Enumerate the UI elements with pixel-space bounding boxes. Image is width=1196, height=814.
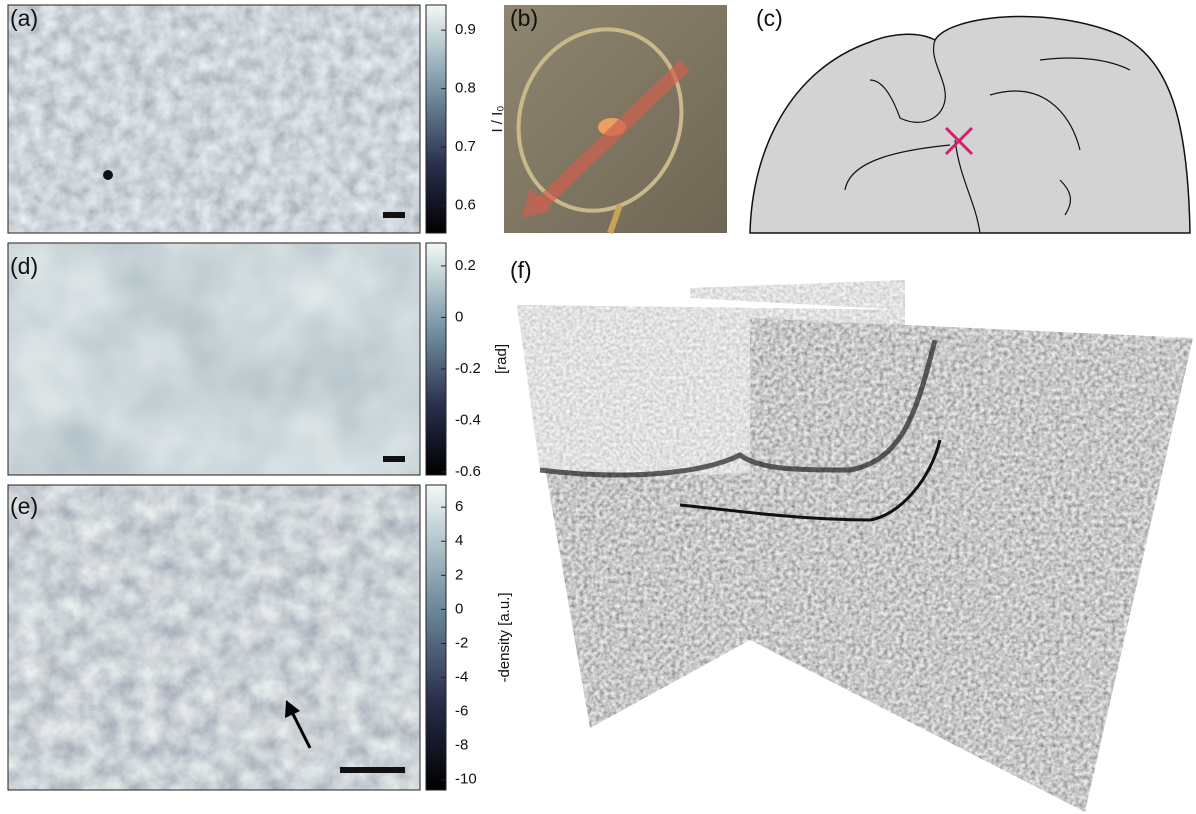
colorbar-tick-label: -0.4 [455, 411, 481, 428]
colorbar-tick-label: -0.6 [455, 463, 481, 480]
colorbar-tick-label: -6 [455, 703, 468, 720]
colorbar-title: I / I₀ [489, 105, 506, 132]
brain-outline [750, 16, 1190, 233]
image-d [8, 243, 420, 475]
scale-bar [340, 767, 405, 773]
figure: (a) 0.9 0.8 0.7 0.6 I / I₀ (b) (c) (d) 0.2 0 -0.2 -0… [0, 0, 1196, 814]
colorbar [426, 5, 446, 233]
colorbar-tick-label: -8 [455, 737, 468, 754]
colorbar-tick-label: 6 [455, 498, 463, 515]
colorbar-tick-label: 0.8 [455, 80, 476, 97]
image-e [8, 485, 420, 790]
colorbar-tick-label: 0 [455, 600, 463, 617]
colorbar-tick-label: 0 [455, 308, 463, 325]
panel-label: (d) [10, 253, 38, 279]
colorbar-tick-label: 2 [455, 566, 463, 583]
panel-label: (c) [756, 5, 783, 31]
colorbar [426, 243, 446, 475]
slice-right [750, 318, 1193, 812]
panel-label: (f) [510, 257, 532, 283]
colorbar-tick-label: 0.9 [455, 21, 476, 38]
image-a [8, 5, 420, 233]
colorbar [426, 485, 446, 790]
panel-label: (b) [510, 5, 538, 31]
colorbar-tick-label: -2 [455, 634, 468, 651]
colorbar-tick-label: 4 [455, 532, 463, 549]
panel-label: (e) [10, 493, 38, 519]
panel-label: (a) [10, 5, 38, 31]
colorbar-tick-label: 0.2 [455, 257, 476, 274]
colorbar-tick-label: -10 [455, 771, 477, 788]
colorbar-title: [rad] [493, 344, 510, 374]
particle [103, 170, 113, 180]
colorbar-tick-label: -0.2 [455, 360, 481, 377]
colorbar-tick-label: 0.7 [455, 138, 476, 155]
slice-back [690, 280, 905, 310]
colorbar-tick-label: 0.6 [455, 196, 476, 213]
colorbar-title: -density [a.u.] [496, 592, 513, 682]
scale-bar [383, 212, 405, 218]
scale-bar [383, 456, 405, 462]
colorbar-tick-label: -4 [455, 669, 468, 686]
